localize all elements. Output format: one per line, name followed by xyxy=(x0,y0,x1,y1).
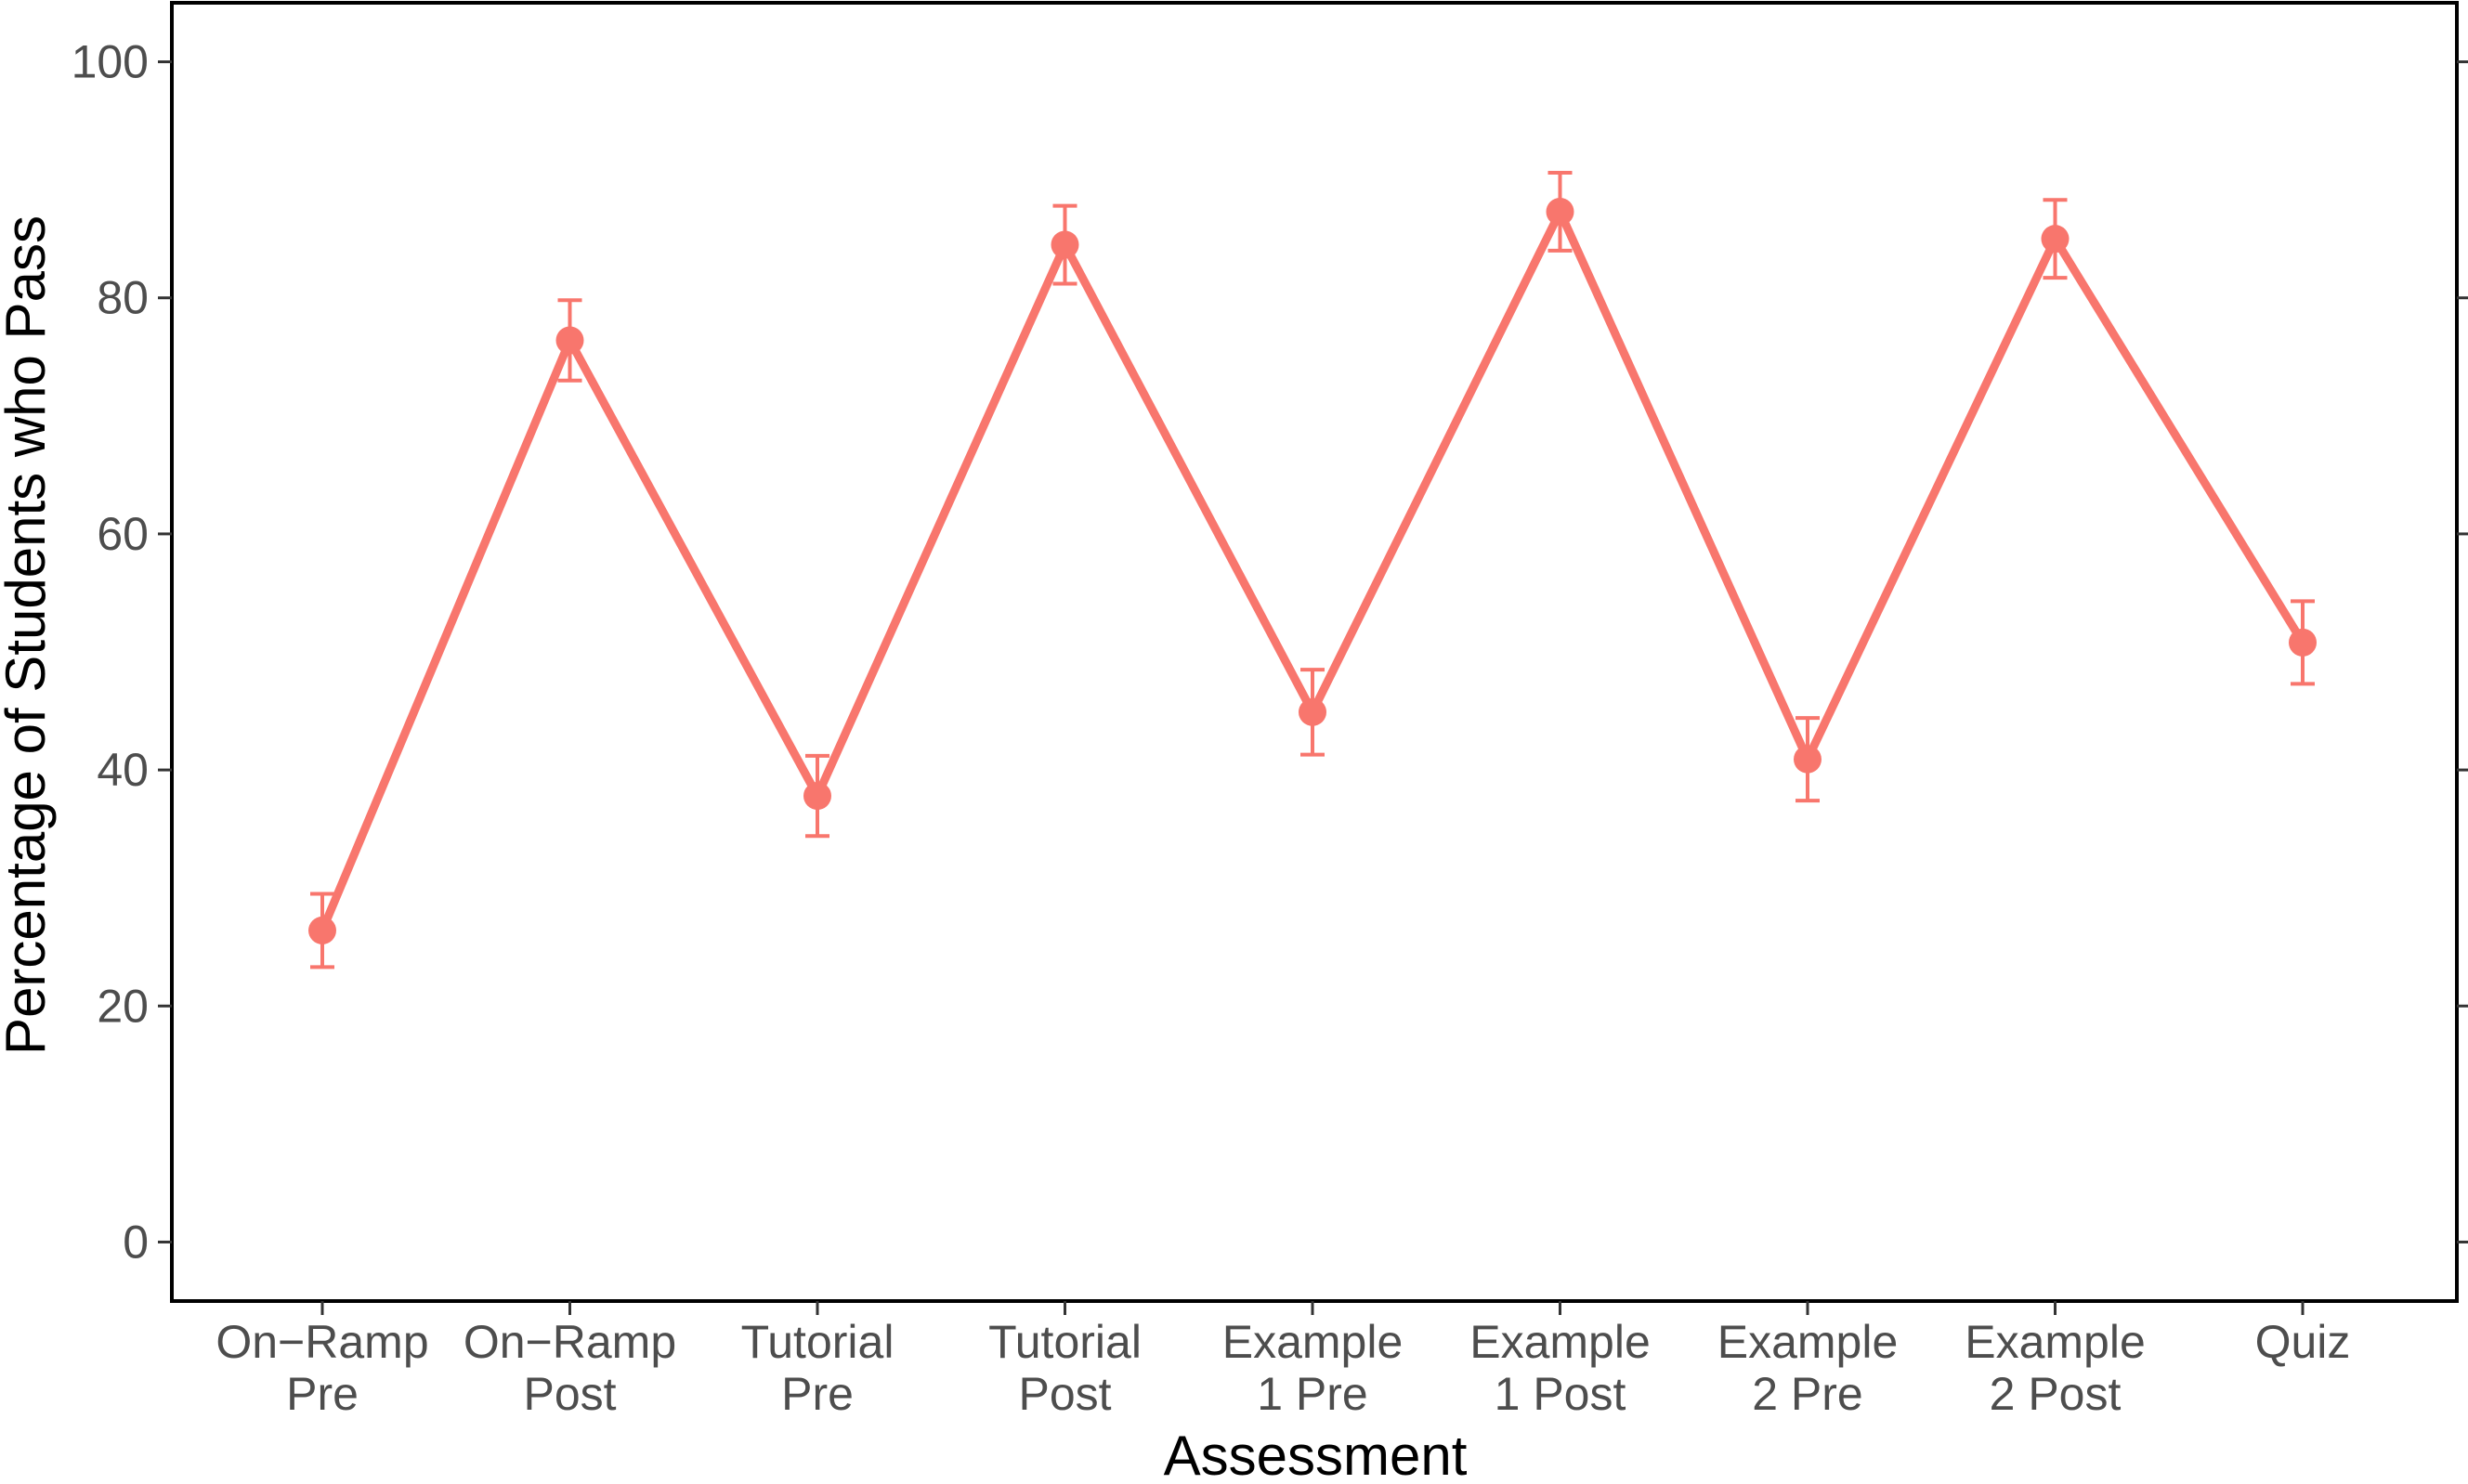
y-tick-label: 60 xyxy=(97,508,149,560)
y-tick-label: 40 xyxy=(97,744,149,796)
data-point xyxy=(1794,745,1822,774)
x-tick-label-line: Post xyxy=(1018,1368,1111,1420)
x-tick-label-line: 2 Post xyxy=(1990,1368,2122,1420)
x-tick-label-line: Example xyxy=(1717,1316,1899,1368)
data-point xyxy=(2289,628,2317,657)
x-tick-label: Tutorial Post xyxy=(988,1316,1142,1420)
x-tick-label-line: Post xyxy=(523,1368,616,1420)
x-tick-label: Example 1 Post xyxy=(1469,1316,1651,1420)
x-tick-label: Tutorial Pre xyxy=(741,1316,894,1420)
x-tick-label: Example 2 Pre xyxy=(1717,1316,1899,1420)
x-tick-label-line: Pre xyxy=(286,1368,359,1420)
plot-panel-border xyxy=(170,1,2459,1303)
x-tick-label-line: Quiz xyxy=(2255,1316,2351,1368)
data-point xyxy=(1546,197,1574,226)
y-axis-title: Percentage of Students who Pass xyxy=(0,215,57,1055)
x-tick-label: Quiz xyxy=(2255,1316,2351,1368)
y-tick-label: 20 xyxy=(97,980,149,1032)
data-point xyxy=(555,326,584,355)
x-tick-label: Example 2 Post xyxy=(1965,1316,2146,1420)
data-point xyxy=(2041,225,2070,254)
x-tick-label-line: Pre xyxy=(781,1368,854,1420)
data-point xyxy=(1299,697,1326,726)
data-point xyxy=(308,916,336,944)
x-tick-label-line: Example xyxy=(1222,1316,1404,1368)
x-tick-label-line: Example xyxy=(1965,1316,2146,1368)
y-tick-label: 0 xyxy=(123,1216,149,1268)
x-tick-label: Example 1 Pre xyxy=(1222,1316,1404,1420)
y-tick-label: 100 xyxy=(72,36,149,88)
data-point xyxy=(803,782,831,811)
x-tick-label-line: Example xyxy=(1469,1316,1651,1368)
x-tick-label: On−Ramp Post xyxy=(464,1316,676,1420)
x-tick-label-line: Tutorial xyxy=(988,1316,1142,1368)
x-tick-label-line: 1 Pre xyxy=(1257,1368,1368,1420)
y-tick-label: 80 xyxy=(97,272,149,324)
x-tick-label-line: 1 Post xyxy=(1495,1368,1626,1420)
x-tick-label-line: Tutorial xyxy=(741,1316,894,1368)
data-point xyxy=(1051,230,1079,259)
x-tick-label-line: 2 Pre xyxy=(1752,1368,1863,1420)
x-tick-label-line: On−Ramp xyxy=(464,1316,676,1368)
x-tick-label: On−Ramp Pre xyxy=(215,1316,428,1420)
x-axis-title: Assessment xyxy=(1164,1425,1468,1479)
x-tick-label-line: On−Ramp xyxy=(215,1316,428,1368)
